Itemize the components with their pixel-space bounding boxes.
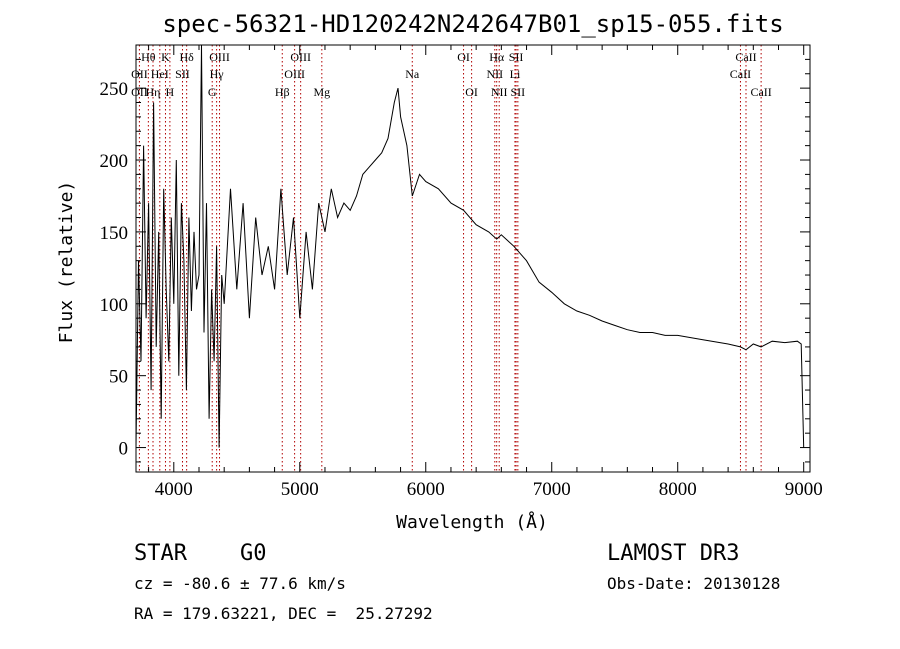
line-label: Mg bbox=[313, 85, 330, 99]
line-label: Hβ bbox=[275, 85, 290, 99]
line-label: HeI bbox=[151, 67, 169, 81]
y-tick-label: 250 bbox=[100, 79, 129, 100]
line-label: CaII bbox=[730, 67, 751, 81]
line-label: OIII bbox=[284, 67, 305, 81]
line-label: CaII bbox=[750, 85, 771, 99]
line-label: NII bbox=[486, 67, 503, 81]
y-tick-label: 150 bbox=[100, 223, 129, 244]
y-tick-label: 0 bbox=[119, 439, 129, 460]
redshift-text: cz = -80.6 ± 77.6 km/s bbox=[134, 574, 346, 593]
chart-title: spec-56321-HD120242N242647B01_sp15-055.f… bbox=[162, 10, 783, 38]
x-tick-label: 9000 bbox=[785, 479, 823, 500]
axis-ticks: 4000 5000 6000 7000 8000 9000 0 50 100 150 200 250 bbox=[100, 45, 823, 500]
x-tick-label: 5000 bbox=[281, 479, 319, 500]
plot-frame bbox=[135, 44, 811, 473]
y-tick-label: 100 bbox=[100, 295, 129, 316]
x-tick-label: 6000 bbox=[407, 479, 445, 500]
line-label: OIII bbox=[290, 50, 311, 64]
line-label: Li bbox=[510, 67, 521, 81]
line-label: CaII bbox=[735, 50, 756, 64]
object-class: STAR bbox=[134, 541, 187, 566]
x-tick-label: 8000 bbox=[659, 479, 697, 500]
obs-date: Obs-Date: 20130128 bbox=[607, 574, 781, 593]
line-label: Hη bbox=[146, 85, 161, 99]
line-label: OIII bbox=[209, 50, 230, 64]
y-tick-label: 200 bbox=[100, 151, 129, 172]
object-subclass: G0 bbox=[240, 541, 267, 566]
line-label: H bbox=[166, 85, 175, 99]
x-tick-label: 7000 bbox=[533, 479, 571, 500]
x-axis-label: Wavelength (Å) bbox=[396, 511, 548, 533]
spectrum-data bbox=[135, 44, 805, 448]
line-label: Hθ bbox=[141, 50, 156, 64]
line-label: SII bbox=[509, 50, 524, 64]
line-label: K bbox=[161, 50, 170, 64]
coordinates: RA = 179.63221, DEC = 25.27292 bbox=[134, 604, 433, 623]
line-label: OI bbox=[465, 85, 478, 99]
line-label: NII bbox=[491, 85, 508, 99]
line-label: OI bbox=[457, 50, 470, 64]
line-label: Na bbox=[405, 67, 420, 81]
y-tick-label: 50 bbox=[109, 367, 128, 388]
line-label: SII bbox=[511, 85, 526, 99]
line-label: Hδ bbox=[179, 50, 194, 64]
line-label: Hγ bbox=[210, 67, 225, 81]
line-label: G bbox=[208, 85, 217, 99]
spectrum-line bbox=[135, 44, 805, 448]
x-tick-label: 4000 bbox=[155, 479, 193, 500]
line-label: SII bbox=[175, 67, 190, 81]
line-label: Hα bbox=[489, 50, 505, 64]
y-axis-label: Flux (relative) bbox=[56, 181, 77, 344]
survey-name: LAMOST DR3 bbox=[607, 541, 740, 566]
